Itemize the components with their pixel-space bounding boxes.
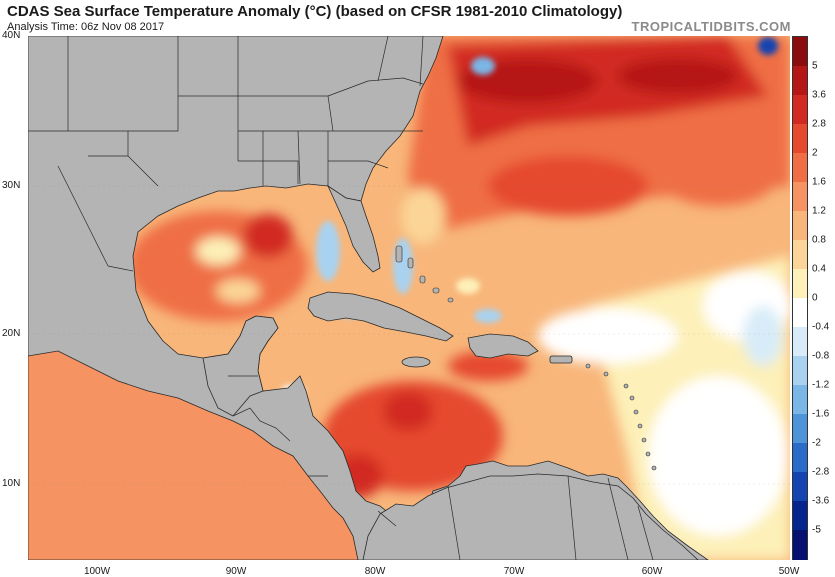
lon-label-100w: 100W xyxy=(83,566,111,577)
lesser-antilles xyxy=(585,363,657,471)
colorbar-segment xyxy=(793,124,807,154)
pacific-ocean xyxy=(28,350,359,560)
puerto-rico xyxy=(549,355,573,364)
lat-label-40n: 40N xyxy=(2,30,21,41)
analysis-time: Analysis Time: 06z Nov 08 2017 xyxy=(7,21,165,33)
colorbar-tick-label: 0.4 xyxy=(812,263,826,275)
colorbar-segment xyxy=(793,95,807,125)
south-america xyxy=(362,473,699,560)
florida xyxy=(327,184,381,273)
colorbar-segment xyxy=(793,269,807,299)
colorbar-segment xyxy=(793,385,807,415)
lon-label-90w: 90W xyxy=(225,566,247,577)
lon-label-70w: 70W xyxy=(503,566,525,577)
colorbar-segment xyxy=(793,298,807,328)
hispaniola xyxy=(467,333,539,359)
colorbar-tick-label: 2 xyxy=(812,147,818,159)
colorbar-segment xyxy=(793,37,807,67)
colorbar-tick-label: 2.8 xyxy=(812,118,826,130)
colorbar-tick-label: -0.8 xyxy=(812,350,830,362)
colorbar-tick-label: 0.8 xyxy=(812,234,826,246)
ocean-anomaly-field xyxy=(28,36,790,560)
colorbar-segment xyxy=(793,327,807,357)
lon-label-80w: 80W xyxy=(364,566,386,577)
colorbar-segment xyxy=(793,530,807,560)
colorbar xyxy=(792,36,808,560)
colorbar-segment xyxy=(793,153,807,183)
bahamas xyxy=(395,245,454,303)
colorbar-segment xyxy=(793,356,807,386)
colorbar-segment xyxy=(793,211,807,241)
colorbar-tick-label: 0 xyxy=(812,292,818,304)
central-america xyxy=(202,315,279,417)
state-boundaries xyxy=(28,36,654,560)
lon-label-60w: 60W xyxy=(641,566,663,577)
sst-anomaly-map xyxy=(28,36,790,560)
colorbar-tick-label: 5 xyxy=(812,60,818,72)
graticule xyxy=(28,185,790,485)
lat-label-20n: 20N xyxy=(2,328,21,339)
colorbar-segment xyxy=(793,182,807,212)
lat-label-30n: 30N xyxy=(2,180,21,191)
colorbar-tick-label: -1.6 xyxy=(812,408,830,420)
map-title: CDAS Sea Surface Temperature Anomaly (°C… xyxy=(7,3,623,20)
colorbar-tick-label: -3.6 xyxy=(812,495,830,507)
colorbar-segment xyxy=(793,240,807,270)
colorbar-tick-label: 1.6 xyxy=(812,176,826,188)
colorbar-segment xyxy=(793,472,807,502)
brand-watermark: TROPICALTIDBITS.COM xyxy=(631,19,791,34)
lat-label-10n: 10N xyxy=(2,478,21,489)
colorbar-tick-label: 3.6 xyxy=(812,89,826,101)
colorbar-tick-label: -2.8 xyxy=(812,466,830,478)
cuba xyxy=(307,291,454,342)
colorbar-segment xyxy=(793,66,807,96)
colorbar-tick-label: 1.2 xyxy=(812,205,826,217)
colorbar-segment xyxy=(793,501,807,531)
colorbar-tick-label: -1.2 xyxy=(812,379,830,391)
jamaica xyxy=(401,356,431,368)
colorbar-tick-label: -5 xyxy=(812,524,821,536)
colorbar-segment xyxy=(793,443,807,473)
colorbar-tick-label: -0.4 xyxy=(812,321,830,333)
colorbar-segment xyxy=(793,414,807,444)
lon-label-50w: 50W xyxy=(778,566,800,577)
colorbar-tick-label: -2 xyxy=(812,437,821,449)
